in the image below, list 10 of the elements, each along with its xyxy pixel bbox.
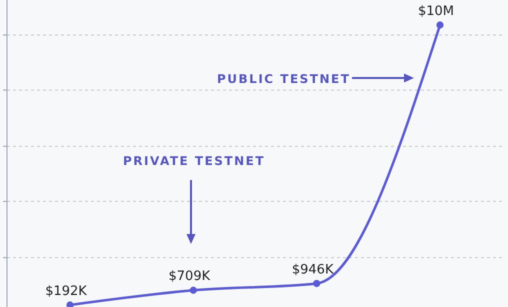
point <box>66 301 74 307</box>
data-label: $946K <box>292 262 334 278</box>
data-label: $10M <box>418 4 454 19</box>
annotation: PUBLIC TESTNET <box>217 72 350 86</box>
data-label: $192K <box>45 284 88 299</box>
point <box>436 21 444 29</box>
annotation: PRIVATE TESTNET <box>123 154 266 168</box>
point <box>190 286 197 294</box>
data-label: $709K <box>168 269 211 284</box>
point <box>313 280 320 288</box>
